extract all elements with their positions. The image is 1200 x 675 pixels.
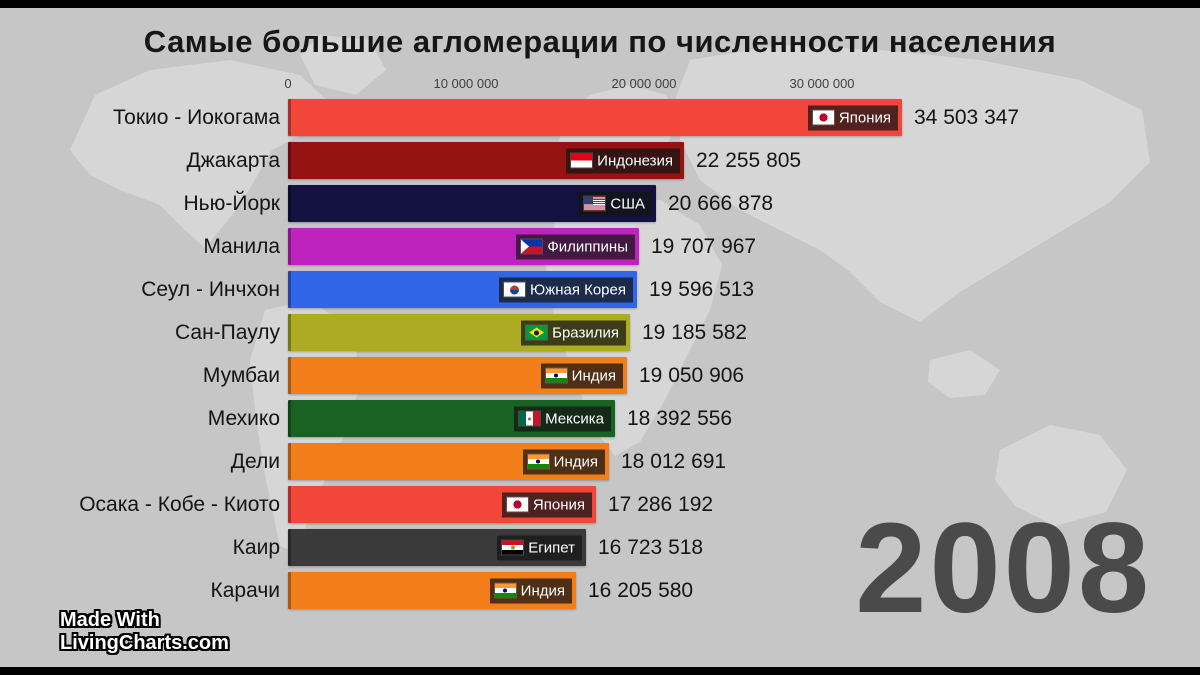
city-label: Каир [232,536,280,559]
value-label: 22 255 805 [696,149,802,172]
city-label: Мумбаи [202,364,280,387]
bar-row: Осака - Кобе - Киото Япония 17 286 192 [0,483,1200,526]
japan-flag-icon [506,497,528,512]
bar: Индия [288,572,576,609]
chart-title: Самые большие агломерации по численности… [143,24,1057,59]
bar: Южная Корея [288,271,637,308]
bar-row: Сеул - Инчхон Южная Корея 19 596 513 [0,268,1200,311]
usa-flag-icon [584,196,606,211]
bar: Бразилия [288,314,630,351]
city-label: Сеул - Инчхон [141,278,280,301]
country-tag: Индонезия [566,148,680,173]
value-label: 16 723 518 [598,536,704,559]
country-tag: Бразилия [521,320,626,345]
watermark-line2: LivingCharts.com [60,632,229,654]
country-name: Индия [571,367,616,384]
year-label: 2008 [855,497,1152,640]
country-name: Япония [532,496,585,513]
country-tag: Япония [807,105,898,130]
bar: Индия [288,357,627,394]
india-flag-icon [545,368,567,383]
country-tag: Мексика [514,406,611,431]
bar: Индонезия [288,142,684,179]
value-label: 19 185 582 [642,321,748,344]
bar: Филиппины [288,228,639,265]
bar: Япония [288,99,902,136]
bar: Мексика [288,400,615,437]
japan-flag-icon [812,110,834,125]
country-name: США [610,195,645,212]
india-flag-icon [527,454,549,469]
country-name: Индия [553,453,598,470]
value-label: 34 503 347 [914,106,1020,129]
axis-tick: 20 000 000 [611,76,677,91]
country-tag: Южная Корея [499,277,633,302]
bar-row: Мехико Мексика 18 392 556 [0,397,1200,440]
india-flag-icon [494,583,516,598]
mexico-flag-icon [519,411,541,426]
bar-rows: Токио - Иокогама Япония 34 503 347 Джакарта… [0,96,1200,612]
city-label: Мехико [207,407,280,430]
indonesia-flag-icon [571,153,593,168]
bar-row: Токио - Иокогама Япония 34 503 347 [0,96,1200,139]
bar-row: Каир Египет 16 723 518 [0,526,1200,569]
watermark: Made With LivingCharts.com [60,609,229,655]
watermark-line1: Made With [60,609,160,631]
country-name: Индия [520,582,565,599]
letterbox-bottom [0,667,1200,675]
bar: США [288,185,656,222]
country-name: Бразилия [552,324,619,341]
letterbox-top [0,0,1200,8]
bar-row: Джакарта Индонезия 22 255 805 [0,139,1200,182]
country-tag: США [579,191,652,216]
country-tag: Индия [540,363,623,388]
country-tag: Япония [501,492,592,517]
value-label: 17 286 192 [608,493,714,516]
country-name: Египет [528,539,575,556]
value-label: 19 596 513 [649,278,755,301]
axis-tick: 0 [284,76,292,91]
country-name: Индонезия [597,152,673,169]
bar-row: Сан-Паулу Бразилия 19 185 582 [0,311,1200,354]
city-label: Джакарта [186,149,280,172]
city-label: Нью-Йорк [183,192,281,215]
city-label: Дели [230,450,280,473]
country-name: Южная Корея [530,281,626,298]
country-tag: Египет [497,535,582,560]
city-label: Карачи [210,579,280,602]
value-label: 16 205 580 [588,579,694,602]
brazil-flag-icon [526,325,548,340]
x-axis: 0 10 000 000 20 000 000 30 000 000 [0,76,1200,94]
value-label: 19 050 906 [639,364,745,387]
value-label: 18 392 556 [627,407,733,430]
city-label: Осака - Кобе - Киото [79,493,280,516]
country-tag: Индия [489,578,572,603]
country-tag: Филиппины [516,234,635,259]
bar: Индия [288,443,609,480]
bar-row: Мумбаи Индия 19 050 906 [0,354,1200,397]
country-tag: Индия [522,449,605,474]
bar-row: Дели Индия 18 012 691 [0,440,1200,483]
value-label: 19 707 967 [651,235,757,258]
city-label: Токио - Иокогама [113,106,280,129]
value-label: 18 012 691 [621,450,727,473]
philippines-flag-icon [521,239,543,254]
south-korea-flag-icon [504,282,525,297]
axis-tick: 10 000 000 [433,76,499,91]
bar-row: Карачи Индия 16 205 580 [0,569,1200,612]
city-label: Сан-Паулу [175,321,280,344]
value-label: 20 666 878 [668,192,774,215]
axis-tick: 30 000 000 [789,76,855,91]
egypt-flag-icon [502,540,524,555]
country-name: Филиппины [547,238,628,255]
bar: Египет [288,529,586,566]
country-name: Мексика [545,410,604,427]
bar-row: Манила Филиппины 19 707 967 [0,225,1200,268]
country-name: Япония [838,109,891,126]
bar: Япония [288,486,596,523]
city-label: Манила [203,235,280,258]
bar-row: Нью-Йорк США 20 666 878 [0,182,1200,225]
